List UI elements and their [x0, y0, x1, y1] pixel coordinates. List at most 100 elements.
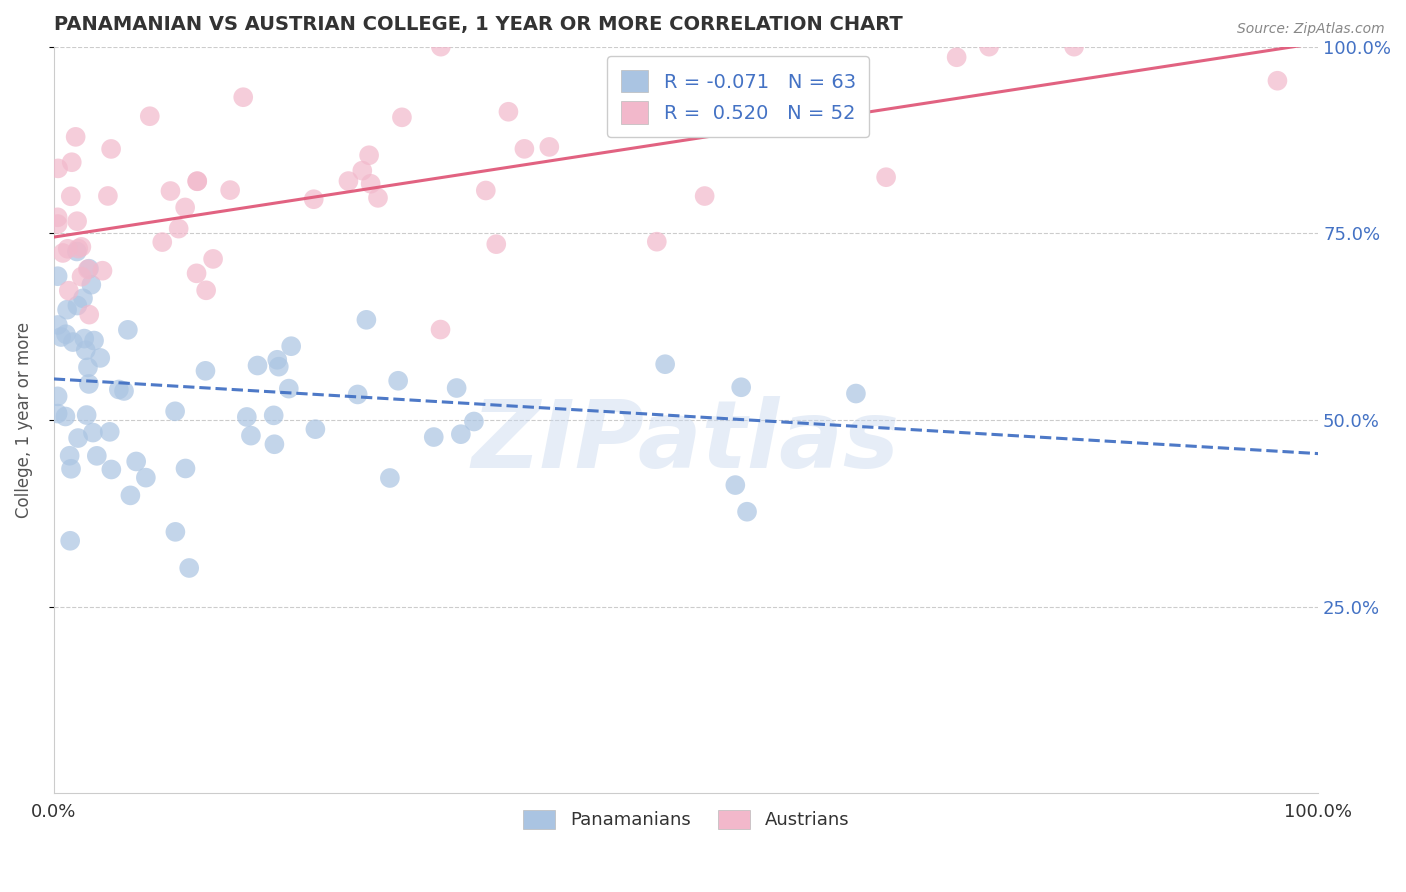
- Point: [219, 183, 242, 197]
- Point: [77, 261, 100, 276]
- Point: [239, 428, 262, 442]
- Point: [86, 449, 108, 463]
- Point: [304, 422, 326, 436]
- Point: [724, 478, 747, 492]
- Point: [463, 415, 485, 429]
- Point: [391, 111, 413, 125]
- Point: [46, 389, 69, 403]
- Point: [80, 277, 103, 292]
- Point: [1063, 39, 1085, 54]
- Point: [693, 189, 716, 203]
- Point: [845, 386, 868, 401]
- Point: [246, 359, 269, 373]
- Point: [977, 39, 1000, 54]
- Point: [139, 109, 162, 123]
- Point: [117, 323, 139, 337]
- Point: [280, 339, 302, 353]
- Point: [66, 214, 89, 228]
- Point: [100, 462, 122, 476]
- Point: [52, 246, 75, 260]
- Point: [66, 244, 89, 259]
- Point: [450, 427, 472, 442]
- Point: [150, 235, 173, 249]
- Point: [945, 50, 967, 64]
- Point: [165, 404, 187, 418]
- Point: [76, 408, 98, 422]
- Point: [165, 524, 187, 539]
- Text: Source: ZipAtlas.com: Source: ZipAtlas.com: [1237, 22, 1385, 37]
- Point: [429, 322, 451, 336]
- Text: ZIPatlas: ZIPatlas: [472, 396, 900, 489]
- Point: [498, 104, 520, 119]
- Legend: Panamanians, Austrians: Panamanians, Austrians: [516, 803, 856, 837]
- Point: [277, 382, 299, 396]
- Point: [378, 471, 401, 485]
- Point: [100, 142, 122, 156]
- Point: [91, 263, 114, 277]
- Point: [46, 269, 69, 284]
- Point: [58, 284, 80, 298]
- Point: [359, 148, 381, 162]
- Point: [159, 184, 181, 198]
- Point: [186, 174, 208, 188]
- Point: [267, 359, 290, 374]
- Point: [174, 201, 197, 215]
- Point: [735, 505, 758, 519]
- Point: [1267, 73, 1289, 87]
- Point: [346, 387, 368, 401]
- Point: [755, 118, 778, 132]
- Point: [56, 302, 79, 317]
- Point: [202, 252, 225, 266]
- Point: [46, 217, 69, 231]
- Point: [72, 291, 94, 305]
- Point: [645, 235, 668, 249]
- Point: [46, 161, 69, 176]
- Point: [76, 262, 98, 277]
- Point: [367, 191, 389, 205]
- Point: [75, 343, 97, 358]
- Point: [56, 242, 79, 256]
- Point: [423, 430, 446, 444]
- Point: [60, 462, 83, 476]
- Point: [77, 360, 100, 375]
- Point: [135, 470, 157, 484]
- Point: [46, 407, 69, 421]
- Point: [654, 357, 676, 371]
- Point: [513, 142, 536, 156]
- Point: [179, 561, 201, 575]
- Point: [59, 189, 82, 203]
- Point: [266, 352, 288, 367]
- Point: [186, 266, 208, 280]
- Point: [174, 461, 197, 475]
- Point: [60, 155, 83, 169]
- Point: [360, 177, 382, 191]
- Point: [73, 332, 96, 346]
- Point: [120, 488, 142, 502]
- Point: [98, 425, 121, 439]
- Point: [195, 283, 218, 297]
- Point: [302, 192, 325, 206]
- Point: [236, 409, 259, 424]
- Point: [430, 39, 453, 54]
- Point: [356, 313, 378, 327]
- Point: [89, 351, 111, 365]
- Point: [108, 383, 131, 397]
- Y-axis label: College, 1 year or more: College, 1 year or more: [15, 322, 32, 518]
- Point: [49, 330, 72, 344]
- Point: [46, 211, 69, 225]
- Point: [67, 242, 90, 256]
- Point: [46, 318, 69, 332]
- Point: [82, 425, 104, 440]
- Point: [538, 140, 561, 154]
- Point: [97, 189, 120, 203]
- Point: [70, 269, 93, 284]
- Point: [65, 129, 87, 144]
- Point: [70, 240, 93, 254]
- Point: [194, 364, 217, 378]
- Point: [475, 184, 498, 198]
- Point: [83, 334, 105, 348]
- Point: [125, 454, 148, 468]
- Point: [59, 533, 82, 548]
- Point: [112, 384, 135, 398]
- Point: [167, 221, 190, 235]
